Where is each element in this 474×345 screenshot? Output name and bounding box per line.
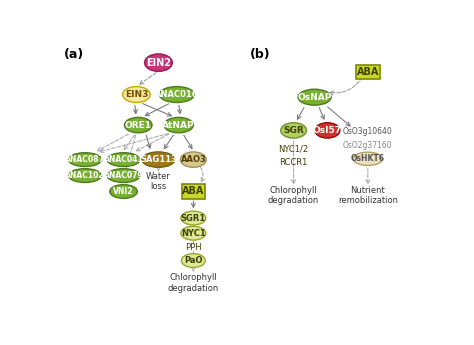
Text: Chlorophyll
degradation: Chlorophyll degradation	[268, 186, 319, 205]
Ellipse shape	[181, 211, 206, 225]
Ellipse shape	[164, 117, 193, 133]
Ellipse shape	[123, 87, 150, 102]
Text: PPH: PPH	[185, 243, 201, 252]
Text: Nutrient
remobilization: Nutrient remobilization	[338, 186, 398, 205]
Text: Chlorophyll
degradation: Chlorophyll degradation	[168, 274, 219, 293]
Text: ABA: ABA	[182, 187, 204, 197]
Ellipse shape	[181, 152, 206, 167]
Ellipse shape	[181, 226, 206, 240]
Ellipse shape	[107, 169, 140, 183]
Text: ABA: ABA	[356, 67, 379, 77]
Ellipse shape	[353, 152, 383, 166]
Text: OsI57: OsI57	[313, 126, 342, 135]
Ellipse shape	[142, 152, 175, 167]
Ellipse shape	[159, 87, 194, 102]
Text: ANAC041: ANAC041	[104, 155, 143, 164]
Text: ORE1: ORE1	[125, 121, 152, 130]
Ellipse shape	[315, 123, 340, 138]
Text: (b): (b)	[250, 48, 271, 61]
Text: VNI2: VNI2	[113, 187, 134, 196]
Text: SGR: SGR	[283, 126, 304, 135]
FancyBboxPatch shape	[356, 65, 380, 79]
Ellipse shape	[107, 153, 140, 167]
Text: NYC1: NYC1	[181, 229, 206, 238]
Ellipse shape	[145, 54, 172, 71]
Text: OsHKT6: OsHKT6	[351, 154, 385, 163]
Text: ANAC087: ANAC087	[65, 155, 105, 164]
Text: ANAC102: ANAC102	[65, 171, 105, 180]
Ellipse shape	[281, 123, 307, 138]
Text: RCCR1: RCCR1	[280, 158, 308, 167]
Text: PaO: PaO	[184, 256, 202, 265]
Ellipse shape	[182, 254, 205, 267]
Ellipse shape	[68, 169, 101, 183]
Text: AAO3: AAO3	[181, 155, 206, 164]
Ellipse shape	[298, 89, 331, 105]
Text: (a): (a)	[64, 48, 84, 61]
Ellipse shape	[68, 153, 101, 167]
Text: OsO3g10640: OsO3g10640	[343, 127, 392, 136]
Ellipse shape	[125, 117, 152, 133]
Text: OsO2g37160: OsO2g37160	[343, 140, 392, 149]
Text: OsNAP: OsNAP	[297, 93, 332, 102]
FancyBboxPatch shape	[182, 184, 205, 199]
Text: NYC1/2: NYC1/2	[279, 145, 309, 154]
Text: EIN2: EIN2	[146, 58, 171, 68]
Text: SGR1: SGR1	[181, 214, 206, 223]
Text: AtNAP: AtNAP	[162, 121, 195, 130]
Ellipse shape	[110, 185, 137, 198]
Text: ANAC079: ANAC079	[104, 171, 144, 180]
Text: Water
loss: Water loss	[146, 172, 171, 191]
Text: EIN3: EIN3	[125, 90, 148, 99]
Text: ANAC016: ANAC016	[155, 90, 199, 99]
Text: SAG113: SAG113	[140, 155, 177, 164]
